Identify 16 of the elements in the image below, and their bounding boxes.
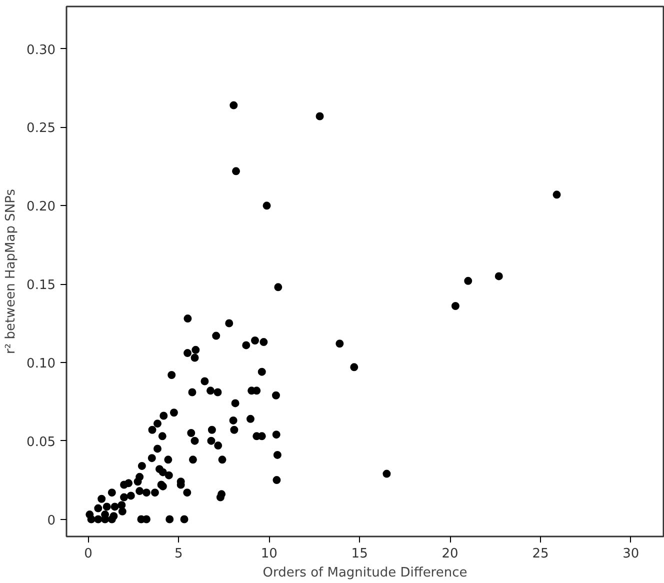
x-tick-label: 20 — [442, 546, 458, 562]
x-tick-label: 0 — [84, 546, 92, 562]
y-tick-label: 0.10 — [26, 356, 56, 372]
y-tick-label: 0.30 — [26, 42, 56, 58]
y-tick-label: 0.05 — [26, 434, 56, 450]
y-tick-label: 0.20 — [26, 200, 56, 215]
y-tick-label: 0 — [47, 513, 56, 528]
x-tick-label: 25 — [532, 546, 549, 562]
x-tick-label: 15 — [351, 546, 368, 562]
x-axis-title: Orders of Magnitude Difference — [262, 566, 468, 580]
x-tick-label: 5 — [174, 546, 183, 562]
y-tick-label: 0.15 — [26, 278, 56, 294]
x-tick-label: 30 — [622, 546, 640, 562]
y-tick-label: 0.25 — [26, 121, 56, 136]
x-tick-label: 10 — [260, 546, 278, 562]
y-axis-title: r² between HapMap SNPs — [4, 188, 19, 354]
